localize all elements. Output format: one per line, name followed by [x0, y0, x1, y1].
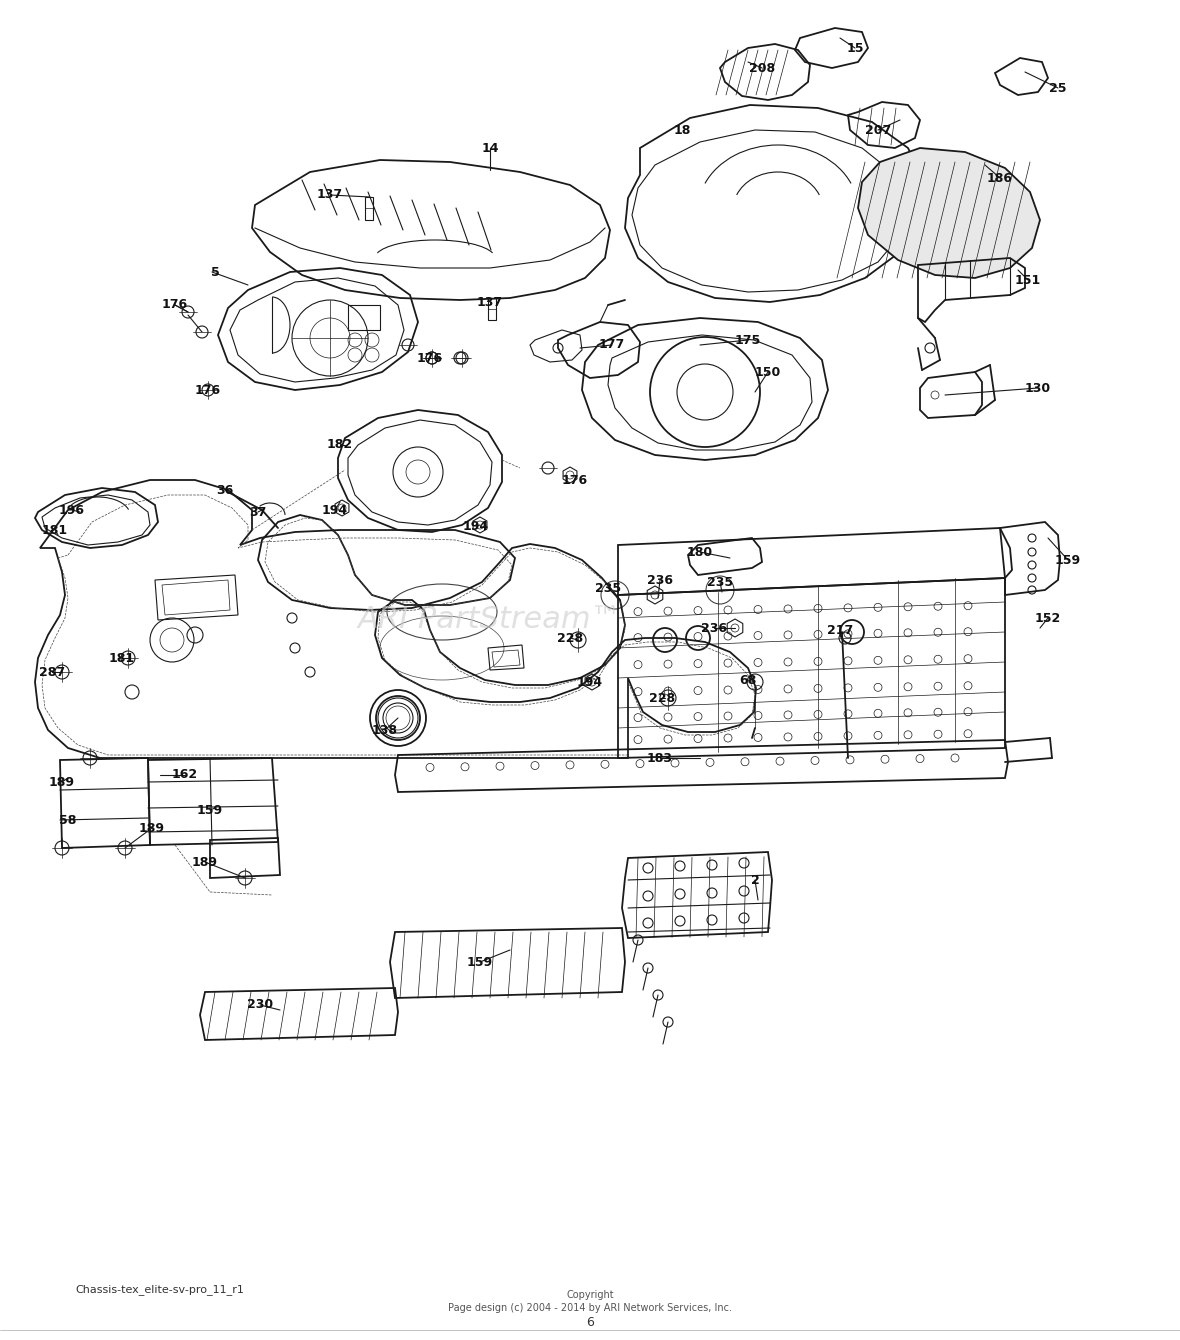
Text: 137: 137 — [317, 189, 343, 201]
Text: 159: 159 — [1055, 553, 1081, 567]
Text: 137: 137 — [477, 296, 503, 308]
Text: 6: 6 — [586, 1316, 594, 1328]
Text: 181: 181 — [109, 651, 135, 665]
Text: 37: 37 — [249, 505, 267, 519]
Text: 228: 228 — [557, 631, 583, 645]
Text: Copyright: Copyright — [566, 1290, 614, 1300]
Text: 208: 208 — [749, 62, 775, 75]
Text: 186: 186 — [986, 172, 1012, 185]
Text: 230: 230 — [247, 998, 273, 1012]
Text: 130: 130 — [1025, 382, 1051, 394]
Text: 175: 175 — [735, 334, 761, 347]
Text: 183: 183 — [647, 752, 673, 765]
Text: 18: 18 — [674, 123, 690, 137]
Text: 235: 235 — [595, 582, 621, 595]
Text: 189: 189 — [50, 776, 76, 788]
Text: 196: 196 — [59, 504, 85, 516]
Text: 162: 162 — [172, 769, 198, 781]
Text: 217: 217 — [827, 623, 853, 636]
Text: Chassis-tex_elite-sv-pro_11_r1: Chassis-tex_elite-sv-pro_11_r1 — [76, 1285, 244, 1296]
Polygon shape — [858, 147, 1040, 277]
Text: 236: 236 — [647, 574, 673, 587]
Text: 235: 235 — [707, 575, 733, 588]
Text: Page design (c) 2004 - 2014 by ARI Network Services, Inc.: Page design (c) 2004 - 2014 by ARI Netwo… — [448, 1302, 732, 1313]
Text: 207: 207 — [865, 123, 891, 137]
Text: 177: 177 — [599, 339, 625, 351]
Text: 25: 25 — [1049, 82, 1067, 95]
Text: 287: 287 — [39, 666, 65, 678]
Text: 176: 176 — [162, 299, 188, 311]
Text: 152: 152 — [1035, 611, 1061, 624]
Text: 159: 159 — [197, 804, 223, 816]
Text: 150: 150 — [755, 366, 781, 378]
Text: 181: 181 — [42, 524, 68, 536]
Text: 14: 14 — [481, 142, 499, 154]
Text: 5: 5 — [210, 265, 219, 279]
Text: 189: 189 — [139, 821, 165, 835]
Text: 194: 194 — [322, 504, 348, 516]
Text: 176: 176 — [195, 383, 221, 397]
Text: 68: 68 — [740, 674, 756, 686]
Text: 189: 189 — [192, 855, 218, 868]
Text: 236: 236 — [701, 622, 727, 635]
Text: 36: 36 — [216, 484, 234, 497]
Text: 138: 138 — [372, 724, 398, 737]
Text: 180: 180 — [687, 545, 713, 559]
Text: 151: 151 — [1015, 273, 1041, 287]
Text: 176: 176 — [417, 351, 442, 364]
Text: 15: 15 — [846, 42, 864, 55]
Text: 194: 194 — [577, 675, 603, 689]
Text: ARI PartStream™: ARI PartStream™ — [358, 606, 622, 635]
Text: 58: 58 — [59, 813, 77, 827]
Text: 194: 194 — [463, 520, 489, 532]
Text: 176: 176 — [562, 473, 588, 486]
Text: 182: 182 — [327, 438, 353, 452]
Text: 2: 2 — [750, 874, 760, 887]
Text: 228: 228 — [649, 691, 675, 705]
Text: 159: 159 — [467, 955, 493, 969]
